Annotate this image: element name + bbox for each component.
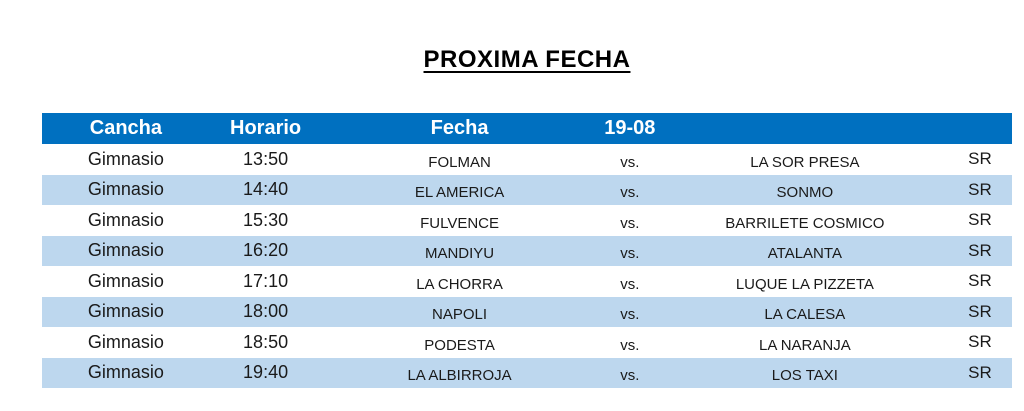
cell-cancha: Gimnasio xyxy=(87,301,164,322)
cell-vs: vs. xyxy=(620,245,640,262)
cell-horario: 17:10 xyxy=(243,270,289,291)
cell-away-team: LA NARANJA xyxy=(759,336,851,354)
header-ref xyxy=(948,113,1012,144)
cell-vs: vs. xyxy=(620,367,640,384)
table-row: Gimnasio 13:50 FOLMAN vs. LA SOR PRESA SR xyxy=(42,144,1012,175)
cell-home-team: MANDIYU xyxy=(424,245,495,262)
table-row: Gimnasio 17:10 LA CHORRA vs. LUQUE LA PIZZET… xyxy=(42,266,1012,297)
table-row: Gimnasio 18:00 NAPOLI vs. LA CALESA SR xyxy=(42,296,1012,327)
cell-home-team: NAPOLI xyxy=(432,306,488,323)
cell-home-team: FOLMAN xyxy=(428,153,491,171)
page-title: PROXIMA FECHA xyxy=(423,46,631,73)
schedule-table: Cancha Horario Fecha 19-08 Gimnasio 13:50… xyxy=(42,113,1012,388)
table-row: Gimnasio 18:50 PODESTA vs. LA NARANJA SR xyxy=(42,327,1012,358)
table-row: Gimnasio 15:30 FULVENCE vs. BARRILETE COSMIC… xyxy=(42,205,1012,236)
cell-cancha: Gimnasio xyxy=(87,240,164,261)
cell-home-team: FULVENCE xyxy=(420,214,500,232)
cell-cancha: Gimnasio xyxy=(87,148,164,169)
cell-referee: SR xyxy=(968,179,992,199)
cell-cancha: Gimnasio xyxy=(87,270,164,291)
header-horario: Horario xyxy=(230,117,302,139)
cell-horario: 14:40 xyxy=(243,179,289,200)
cell-away-team: LA SOR PRESA xyxy=(750,153,860,171)
cell-horario: 18:50 xyxy=(243,331,289,352)
cell-cancha: Gimnasio xyxy=(87,179,164,200)
cell-vs: vs. xyxy=(620,306,640,323)
cell-referee: SR xyxy=(968,301,992,321)
cell-away-team: LUQUE LA PIZZETA xyxy=(735,275,874,293)
header-fecha: Fecha xyxy=(430,117,489,139)
cell-cancha: Gimnasio xyxy=(87,362,164,383)
cell-vs: vs. xyxy=(620,275,640,293)
cell-away-team: LA CALESA xyxy=(764,306,846,323)
header-date: 19-08 xyxy=(604,117,656,139)
cell-away-team: BARRILETE COSMICO xyxy=(725,214,885,232)
table-row: Gimnasio 19:40 LA ALBIRROJA vs. LOS TAXI SR xyxy=(42,357,1012,388)
cell-home-team: LA CHORRA xyxy=(416,275,503,293)
cell-home-team: PODESTA xyxy=(424,336,495,354)
cell-horario: 19:40 xyxy=(243,362,289,383)
header-cancha: Cancha xyxy=(89,117,163,139)
table-header-row: Cancha Horario Fecha 19-08 xyxy=(42,113,1012,144)
cell-referee: SR xyxy=(968,332,992,352)
cell-vs: vs. xyxy=(620,214,640,232)
cell-cancha: Gimnasio xyxy=(87,331,164,352)
cell-referee: SR xyxy=(968,271,992,291)
cell-horario: 15:30 xyxy=(243,209,289,230)
cell-horario: 16:20 xyxy=(243,240,289,261)
cell-home-team: LA ALBIRROJA xyxy=(407,367,512,384)
cell-away-team: LOS TAXI xyxy=(771,367,838,384)
cell-referee: SR xyxy=(968,240,992,260)
header-away xyxy=(662,113,948,144)
cell-referee: SR xyxy=(968,362,992,382)
cell-cancha: Gimnasio xyxy=(87,209,164,230)
cell-horario: 18:00 xyxy=(243,301,289,322)
cell-vs: vs. xyxy=(620,336,640,354)
cell-away-team: ATALANTA xyxy=(767,245,842,262)
cell-away-team: SONMO xyxy=(776,184,834,201)
table-row: Gimnasio 14:40 EL AMERICA vs. SONMO SR xyxy=(42,174,1012,205)
table-body: Gimnasio 13:50 FOLMAN vs. LA SOR PRESA SR Gimn… xyxy=(42,144,1012,388)
cell-referee: SR xyxy=(968,149,992,169)
table-row: Gimnasio 16:20 MANDIYU vs. ATALANTA SR xyxy=(42,235,1012,266)
cell-vs: vs. xyxy=(620,153,640,171)
cell-horario: 13:50 xyxy=(243,148,289,169)
cell-home-team: EL AMERICA xyxy=(414,184,505,201)
cell-vs: vs. xyxy=(620,184,640,201)
cell-referee: SR xyxy=(968,210,992,230)
